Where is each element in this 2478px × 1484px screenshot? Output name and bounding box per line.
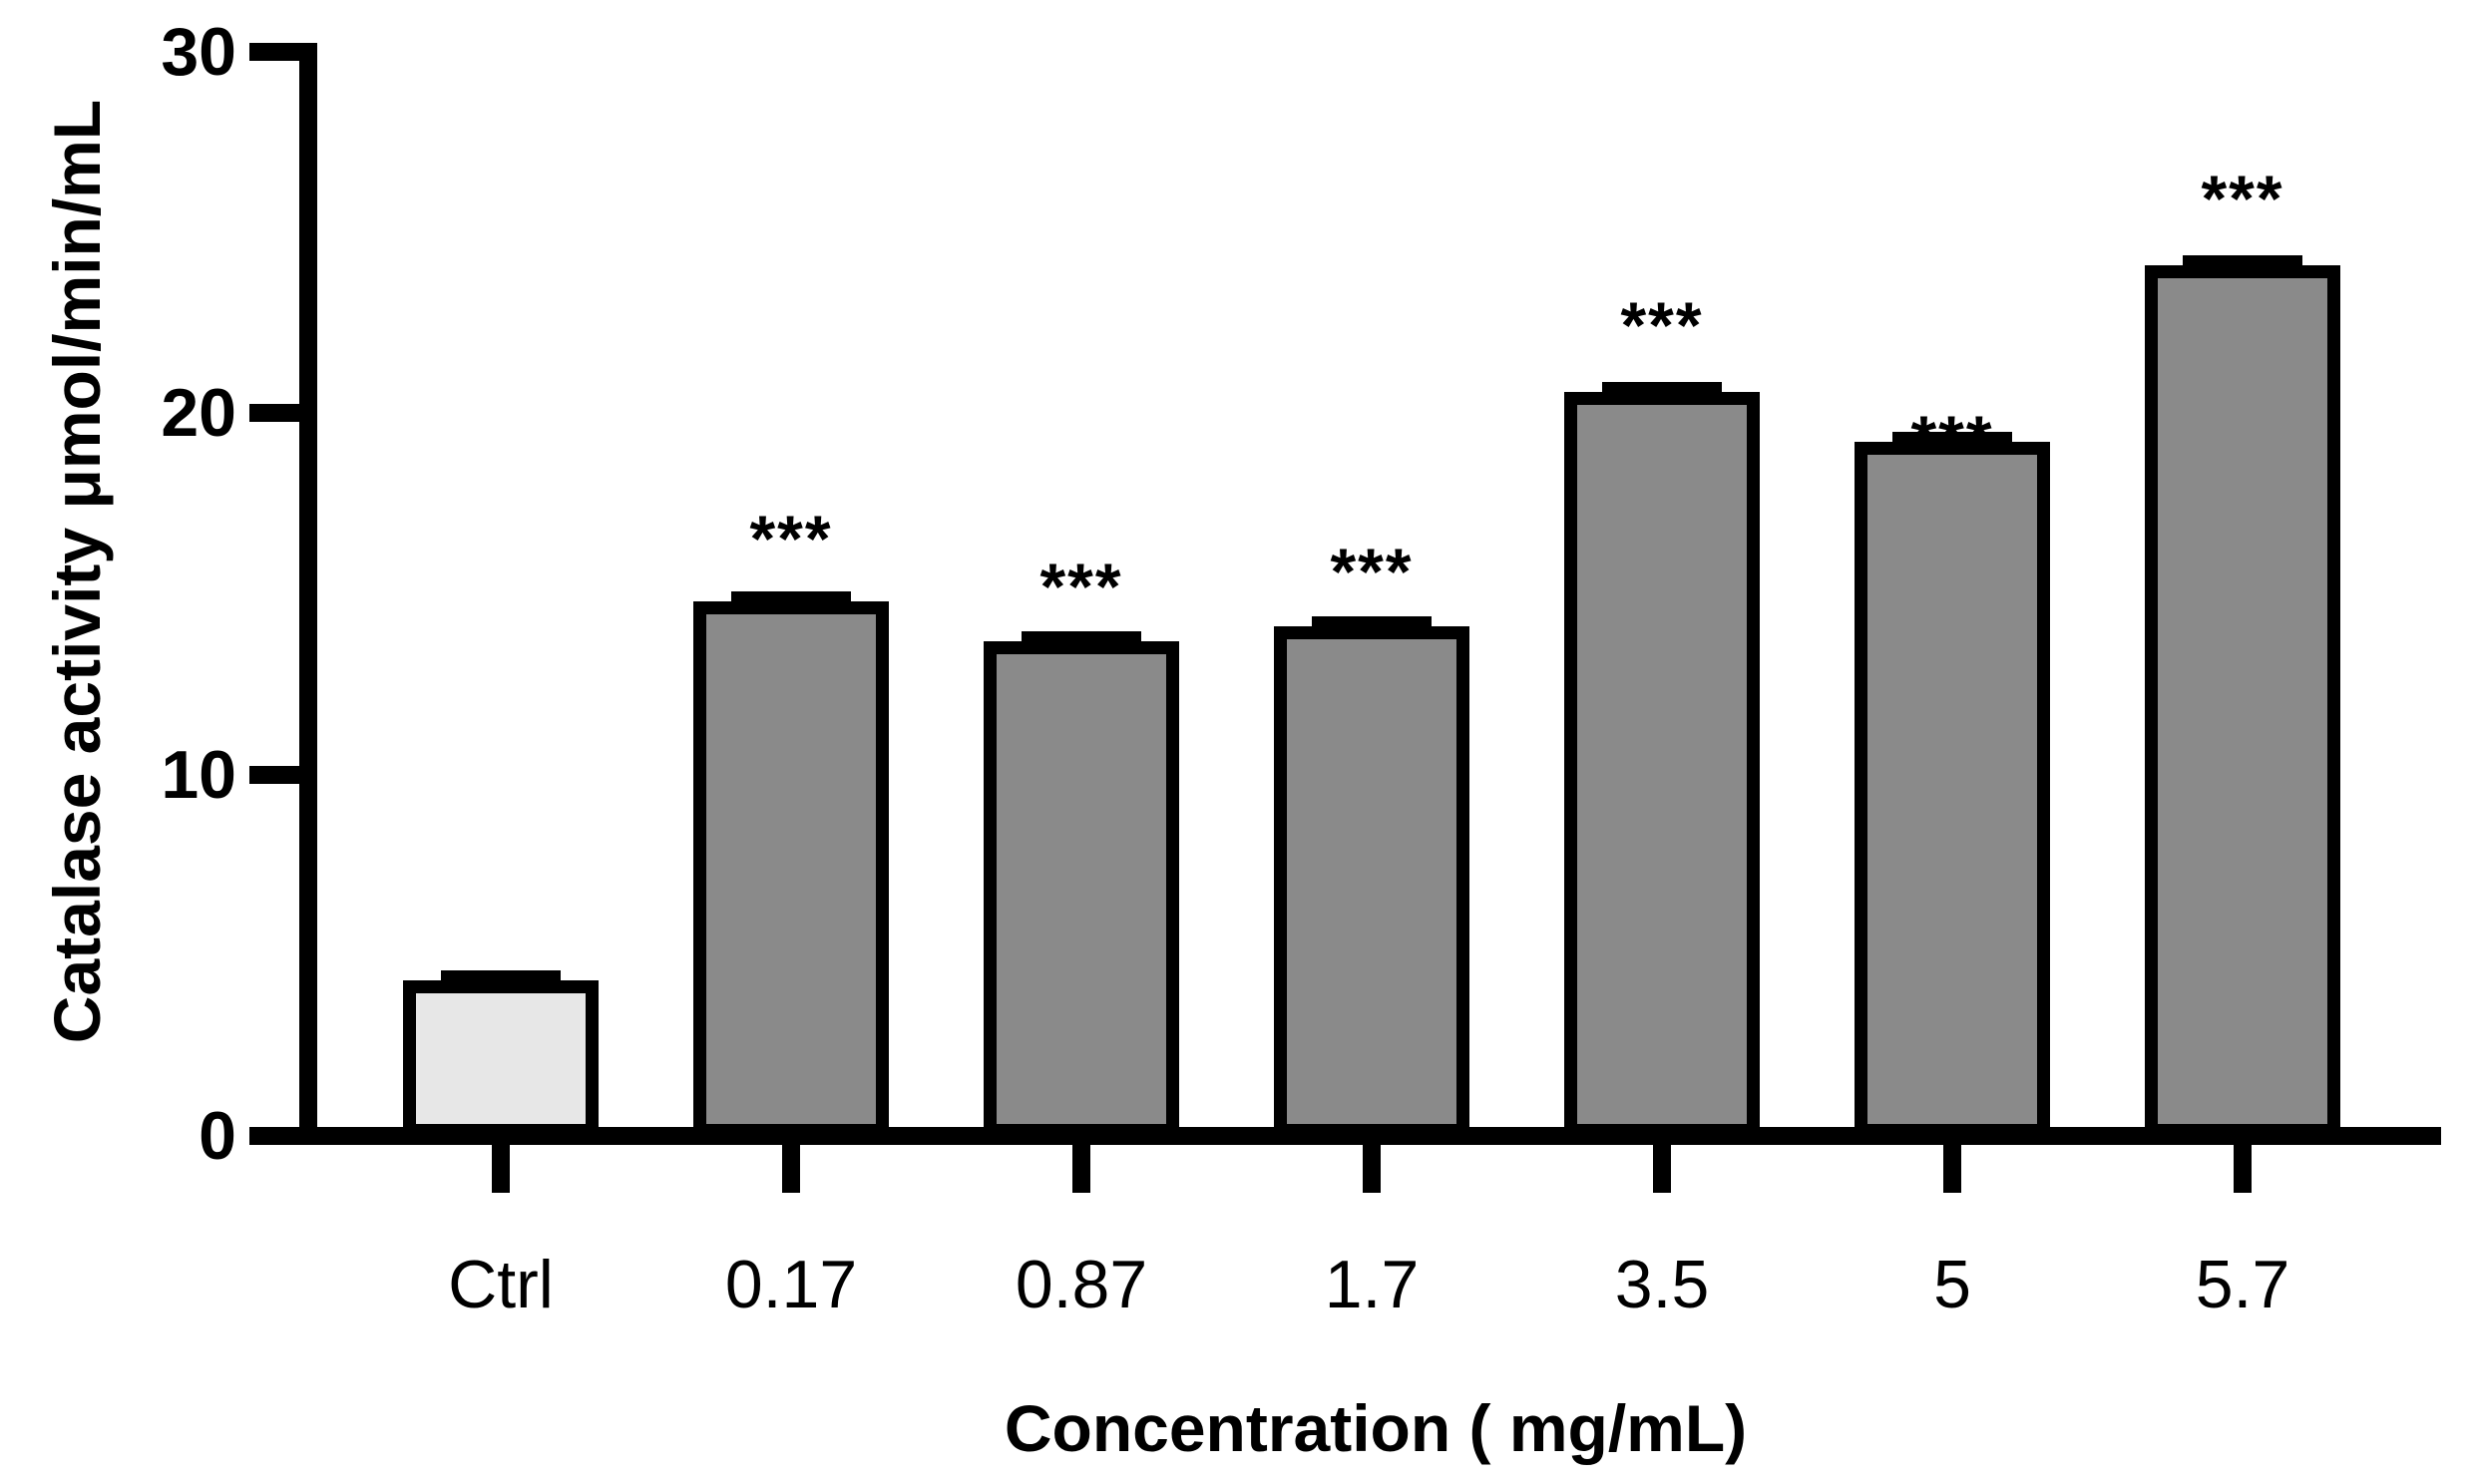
x-tick <box>1072 1145 1090 1193</box>
y-tick-label-10: 10 <box>161 736 236 813</box>
significance-stars: *** <box>1330 535 1414 609</box>
y-tick <box>249 1127 299 1145</box>
y-axis-line <box>299 43 317 1145</box>
x-axis-title: Concentration ( mg/mL) <box>1004 1391 1748 1465</box>
significance-stars: *** <box>2201 161 2284 235</box>
error-bar-cap <box>731 590 851 605</box>
significance-stars: *** <box>1620 287 1704 362</box>
significance-stars: *** <box>749 501 833 575</box>
x-tick-label-0.17: 0.17 <box>724 1247 858 1322</box>
y-tick-label-30: 30 <box>161 14 236 91</box>
bar-1.7 <box>1274 626 1469 1137</box>
y-tick-label-0: 0 <box>199 1098 236 1174</box>
y-tick <box>249 765 299 784</box>
x-tick-label-1.7: 1.7 <box>1324 1247 1420 1322</box>
y-axis-title: Catalase activity μmol/min/mL <box>40 99 114 1044</box>
x-tick-label-3.5: 3.5 <box>1614 1247 1710 1322</box>
bar-3.5 <box>1564 391 1760 1137</box>
x-tick-label-0.87: 0.87 <box>1015 1247 1148 1322</box>
error-bar-cap <box>441 970 561 985</box>
bar-Ctrl <box>403 980 599 1137</box>
error-bar-cap <box>1602 381 1722 396</box>
error-bar-cap <box>1892 432 2012 447</box>
x-tick <box>782 1145 800 1193</box>
bar-0.87 <box>984 640 1179 1137</box>
x-tick <box>1363 1145 1381 1193</box>
y-tick <box>249 404 299 423</box>
x-axis-line <box>299 1127 2441 1145</box>
x-tick-label-5: 5 <box>1933 1247 1971 1322</box>
y-tick <box>249 43 299 62</box>
error-bar-cap <box>1312 616 1432 631</box>
error-bar-cap <box>2183 254 2302 269</box>
x-tick <box>492 1145 510 1193</box>
significance-stars: *** <box>1039 549 1123 623</box>
bar-5.7 <box>2145 264 2340 1137</box>
x-tick-label-5.7: 5.7 <box>2195 1247 2290 1322</box>
x-tick <box>2234 1145 2252 1193</box>
x-tick-label-Ctrl: Ctrl <box>448 1247 554 1322</box>
significance-stars: *** <box>1910 402 1994 477</box>
bar-0.17 <box>693 600 889 1137</box>
y-tick-label-20: 20 <box>161 375 236 452</box>
error-bar-cap <box>1022 630 1141 645</box>
x-tick <box>1653 1145 1671 1193</box>
bar-5 <box>1855 442 2050 1137</box>
x-tick <box>1943 1145 1961 1193</box>
